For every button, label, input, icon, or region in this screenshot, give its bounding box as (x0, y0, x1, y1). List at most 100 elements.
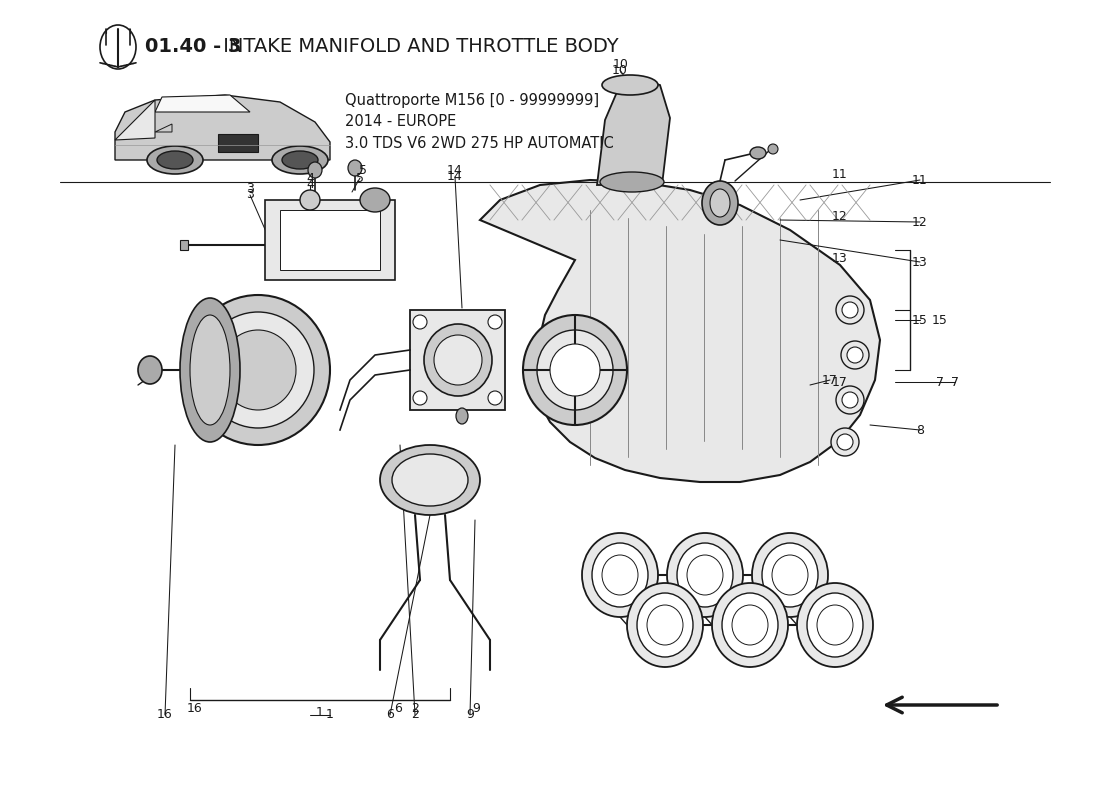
Ellipse shape (667, 533, 743, 617)
Ellipse shape (537, 330, 613, 410)
Bar (180, 240, 188, 250)
Ellipse shape (836, 386, 864, 414)
Ellipse shape (676, 543, 733, 607)
Polygon shape (597, 80, 670, 185)
Ellipse shape (488, 391, 502, 405)
Text: 3: 3 (246, 182, 254, 194)
Ellipse shape (807, 593, 864, 657)
Text: 4: 4 (306, 171, 313, 185)
Text: 3.0 TDS V6 2WD 275 HP AUTOMATIC: 3.0 TDS V6 2WD 275 HP AUTOMATIC (345, 137, 614, 151)
Text: 1: 1 (326, 709, 334, 722)
Ellipse shape (190, 315, 230, 425)
Ellipse shape (300, 190, 320, 210)
Ellipse shape (456, 408, 468, 424)
Ellipse shape (842, 341, 869, 369)
Text: 7: 7 (952, 375, 959, 389)
Text: 4: 4 (306, 178, 313, 191)
Ellipse shape (582, 533, 658, 617)
Text: 5: 5 (359, 163, 367, 177)
Ellipse shape (272, 146, 328, 174)
Bar (280, 210, 380, 270)
Ellipse shape (732, 605, 768, 645)
Ellipse shape (600, 172, 664, 192)
Ellipse shape (434, 335, 482, 385)
Ellipse shape (186, 295, 330, 445)
Text: 2014 - EUROPE: 2014 - EUROPE (345, 114, 456, 130)
Ellipse shape (157, 151, 192, 169)
Ellipse shape (379, 445, 480, 515)
Ellipse shape (750, 147, 766, 159)
Polygon shape (155, 124, 172, 132)
Ellipse shape (360, 188, 390, 212)
Ellipse shape (348, 160, 362, 176)
Text: 6: 6 (386, 709, 394, 722)
Text: 17: 17 (822, 374, 838, 386)
Text: 9: 9 (466, 709, 474, 722)
Ellipse shape (817, 605, 852, 645)
Ellipse shape (768, 144, 778, 154)
Text: 2: 2 (411, 709, 419, 722)
Bar (265, 200, 395, 280)
Text: 3: 3 (246, 189, 254, 202)
Ellipse shape (647, 605, 683, 645)
Polygon shape (116, 95, 330, 160)
Ellipse shape (138, 356, 162, 384)
Text: 9: 9 (472, 702, 480, 714)
Bar (218, 134, 258, 152)
Ellipse shape (412, 391, 427, 405)
Text: 1: 1 (316, 706, 323, 718)
Text: 5: 5 (356, 171, 364, 185)
Text: INTAKE MANIFOLD AND THROTTLE BODY: INTAKE MANIFOLD AND THROTTLE BODY (217, 38, 618, 57)
Text: 12: 12 (832, 210, 848, 222)
Text: 01.40 - 3: 01.40 - 3 (145, 38, 241, 57)
Text: 11: 11 (832, 167, 848, 181)
Ellipse shape (522, 315, 627, 425)
Text: 14: 14 (447, 170, 463, 183)
Text: 17: 17 (832, 375, 848, 389)
Ellipse shape (602, 75, 658, 95)
Ellipse shape (220, 330, 296, 410)
Ellipse shape (308, 162, 322, 178)
Ellipse shape (837, 434, 852, 450)
Ellipse shape (798, 583, 873, 667)
Ellipse shape (688, 555, 723, 595)
Ellipse shape (180, 298, 240, 442)
Ellipse shape (202, 312, 314, 428)
Ellipse shape (847, 347, 864, 363)
Text: 12: 12 (912, 215, 928, 229)
Ellipse shape (702, 181, 738, 225)
Text: 14: 14 (447, 163, 463, 177)
Ellipse shape (842, 302, 858, 318)
Ellipse shape (147, 146, 204, 174)
Text: 8: 8 (916, 423, 924, 437)
Ellipse shape (712, 583, 788, 667)
Text: 15: 15 (932, 314, 948, 326)
Polygon shape (155, 95, 250, 112)
Bar (410, 310, 505, 410)
Ellipse shape (762, 543, 818, 607)
Text: 11: 11 (912, 174, 928, 186)
Text: 10: 10 (612, 63, 628, 77)
Ellipse shape (412, 315, 427, 329)
Text: Quattroporte M156 [0 - 99999999]: Quattroporte M156 [0 - 99999999] (345, 93, 600, 107)
Text: 13: 13 (912, 255, 928, 269)
Ellipse shape (602, 555, 638, 595)
Ellipse shape (488, 315, 502, 329)
Ellipse shape (592, 543, 648, 607)
Ellipse shape (392, 454, 468, 506)
Text: 13: 13 (832, 251, 848, 265)
Ellipse shape (836, 296, 864, 324)
Ellipse shape (772, 555, 808, 595)
Ellipse shape (100, 25, 136, 69)
Text: 6: 6 (394, 702, 402, 714)
Ellipse shape (550, 344, 600, 396)
Ellipse shape (710, 189, 730, 217)
Text: 15: 15 (912, 314, 928, 326)
Text: 2: 2 (411, 702, 419, 714)
Ellipse shape (830, 428, 859, 456)
Ellipse shape (722, 593, 778, 657)
Ellipse shape (627, 583, 703, 667)
Polygon shape (116, 100, 155, 140)
Text: 16: 16 (157, 709, 173, 722)
Polygon shape (480, 180, 880, 482)
